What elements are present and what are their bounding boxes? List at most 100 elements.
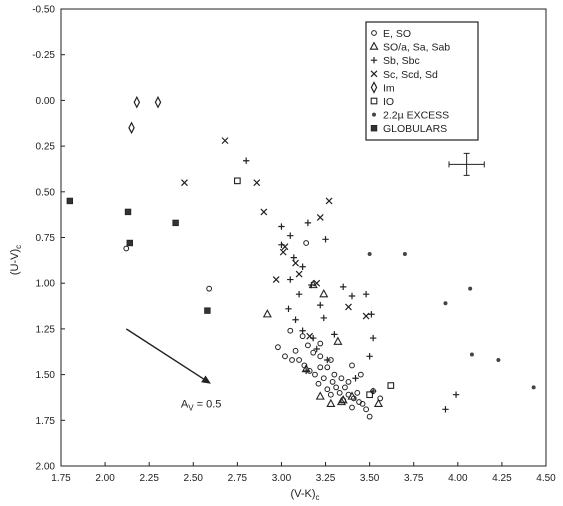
data-point-plus [369,334,377,342]
data-points [66,95,536,420]
data-point-circle-open [324,364,331,371]
legend-marker-dot [372,112,376,117]
extinction-label: AV = 0.5 [181,399,222,413]
legend-marker-square-open [370,97,378,105]
data-point-circle-open [338,375,345,382]
data-point-cross [325,197,333,205]
legend-entry-label: Sc, Scd, Sd [383,69,438,81]
legend-marker-circle-open [371,30,377,36]
data-point-cross [292,259,299,267]
x-tick-label: 1.75 [51,473,71,484]
y-tick-label: -0.25 [32,50,55,61]
data-point-circle-open [206,285,213,292]
x-tick-label: 4.25 [492,473,512,484]
data-point-square-open [234,177,241,185]
data-point-plus [299,327,306,334]
data-point-plus [362,290,370,298]
data-point-triangle-open [315,391,325,400]
data-point-square-open [387,382,395,389]
data-point-circle-open [305,342,311,349]
y-tick-label: 0.00 [36,96,56,107]
x-axis-title-main: (V-K) [290,488,315,500]
data-point-diamond-open [154,95,162,109]
data-point-circle-open [366,413,373,420]
data-point-triangle-open [336,396,346,406]
data-point-square-filled [204,307,211,314]
series-dot [367,251,536,390]
data-point-triangle-open [319,289,329,298]
data-point-circle-open [317,340,324,347]
series-square-filled [66,197,211,314]
legend-marker-square-filled [370,125,378,132]
data-point-plus [313,345,320,353]
x-axis-title-sub: c [316,493,320,502]
legend-entry-label: IO [383,96,394,108]
x-tick-label: 4.50 [536,473,556,484]
x-tick-label: 2.25 [139,473,159,484]
y-tick-label: 1.75 [36,416,56,427]
data-point-circle-open [349,404,355,411]
y-tick-label: 1.25 [36,324,56,335]
data-point-plus [299,263,306,270]
data-point-circle-open [289,357,295,363]
data-point-diamond-open [133,95,141,109]
extinction-label-a: A [181,399,189,411]
data-point-cross [260,208,268,216]
data-point-dot [443,301,448,306]
legend-entry-label: Sb, Sbc [383,55,420,67]
data-point-plus [324,356,331,364]
data-point-triangle-open [333,336,343,345]
data-point-cross [306,332,314,340]
data-point-circle-open [312,371,318,378]
series-circle-open [123,240,384,420]
extinction-arrow [125,328,204,380]
data-point-circle-open [317,364,324,371]
data-point-cross [295,270,303,278]
y-tick-label: 1.50 [36,370,56,381]
data-point-cross [272,276,280,283]
data-point-circle-open [315,380,322,387]
data-point-plus [308,281,315,289]
y-axis-title-sub: c [14,245,23,249]
data-point-square-open [366,391,373,399]
data-point-circle-open [327,391,334,398]
legend-entry-label: E, SO [383,28,411,40]
data-point-dot [367,251,372,256]
data-point-plus [369,387,377,395]
data-point-cross [345,303,352,311]
data-point-dot [469,352,474,357]
legend-marker-triangle-open [369,41,379,50]
data-point-plus [242,157,250,164]
extinction-arrow-head [201,375,211,384]
data-point-circle-open [303,240,310,246]
data-point-circle-open [317,353,324,360]
data-point-plus [331,331,338,338]
data-point-circle-open [282,353,288,360]
data-point-plus [352,375,359,382]
data-point-plus [348,292,356,300]
data-point-circle-open [357,371,364,378]
x-tick-label: 2.75 [228,473,248,484]
data-point-plus [292,316,299,323]
data-point-plus [290,254,297,261]
data-point-plus [339,283,347,291]
data-point-plus [304,219,312,227]
y-tick-label: 1.00 [36,279,56,290]
legend-entry-label: 2.2µ EXCESS [383,110,449,122]
data-point-circle-open [333,384,340,391]
y-tick-label: 0.75 [36,233,56,244]
y-tick-label: -0.50 [32,5,55,16]
data-point-triangle-open [338,395,348,404]
x-tick-label: 3.75 [404,473,424,484]
data-point-plus [322,236,329,243]
data-point-plus [295,290,303,298]
data-point-circle-open [324,386,331,393]
data-point-square-filled [172,219,179,227]
data-point-cross [313,279,321,287]
data-point-circle-open [310,349,317,356]
data-point-circle-open [329,379,336,385]
legend-entry-label: SO/a, Sa, Sab [383,42,450,54]
data-point-cross [362,312,370,320]
data-point-circle-open [345,379,352,385]
data-point-dot [468,286,473,291]
